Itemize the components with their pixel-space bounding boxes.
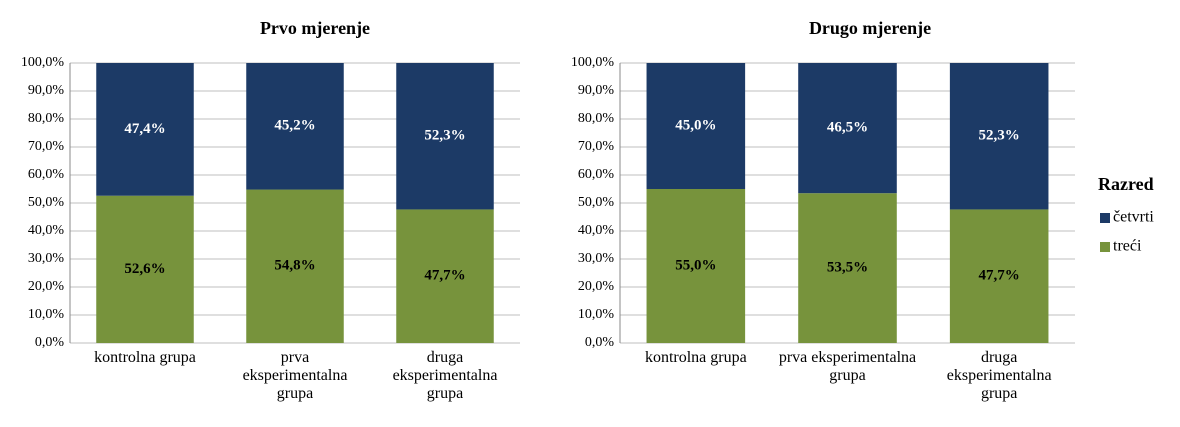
bar-segment	[949, 63, 1049, 210]
y-tick-label: 100,0%	[21, 55, 65, 70]
y-tick-label: 90,0%	[28, 83, 65, 98]
legend-label: treći	[1113, 238, 1142, 255]
data-label: 45,2%	[274, 118, 315, 134]
data-label: 46,5%	[827, 120, 868, 136]
data-label: 55,0%	[675, 257, 716, 273]
x-tick-label: kontrolna grupa	[644, 349, 747, 366]
y-tick-label: 80,0%	[578, 111, 615, 126]
data-label: 53,5%	[827, 260, 868, 276]
bar-segment	[949, 209, 1049, 343]
y-tick-label: 0,0%	[35, 335, 65, 350]
data-label: 52,6%	[124, 261, 165, 277]
y-tick-label: 30,0%	[578, 251, 615, 266]
x-tick-label: druga eksperimentalna grupa	[392, 349, 498, 402]
data-label: 47,7%	[424, 268, 465, 284]
y-tick-label: 70,0%	[578, 139, 615, 154]
x-tick-label: prva eksperimentalna grupa	[778, 349, 917, 384]
bar-segment	[798, 63, 897, 194]
x-tick-label-box: druga eksperimentalna grupa	[392, 349, 498, 402]
chart-title: Drugo mjerenje	[809, 18, 931, 38]
x-tick-label-box: prva eksperimentalna grupa	[778, 349, 917, 384]
data-label: 52,3%	[979, 128, 1020, 144]
bar-segment	[798, 193, 897, 343]
x-tick-label-box: kontrolna grupa	[644, 349, 747, 366]
y-tick-label: 40,0%	[578, 223, 615, 238]
y-tick-label: 30,0%	[28, 251, 65, 266]
x-tick-label: kontrolna grupa	[94, 349, 196, 366]
x-tick-label-box: druga eksperimentalna grupa	[946, 349, 1052, 402]
data-label: 45,0%	[675, 117, 716, 133]
bar-segment	[246, 63, 344, 190]
y-tick-label: 50,0%	[28, 195, 65, 210]
y-tick-label: 100,0%	[571, 55, 615, 70]
data-label: 52,3%	[424, 128, 465, 144]
bar-segment	[96, 195, 194, 343]
y-tick-label: 10,0%	[578, 307, 615, 322]
y-tick-label: 0,0%	[585, 335, 615, 350]
y-tick-label: 70,0%	[28, 139, 65, 154]
data-label: 47,4%	[124, 121, 165, 137]
bar-segment	[646, 189, 746, 343]
bar-segment	[96, 63, 194, 196]
y-tick-label: 40,0%	[28, 223, 65, 238]
legend-label: četvrti	[1113, 209, 1154, 226]
y-tick-label: 80,0%	[28, 111, 65, 126]
bar-segment	[646, 63, 746, 189]
y-tick-label: 20,0%	[28, 279, 65, 294]
bar-segment	[396, 63, 494, 210]
y-tick-label: 20,0%	[578, 279, 615, 294]
chart-title: Prvo mjerenje	[260, 18, 370, 38]
y-tick-label: 50,0%	[578, 195, 615, 210]
legend-swatch	[1100, 242, 1110, 252]
data-label: 47,7%	[979, 268, 1020, 284]
x-tick-label: prva eksperimentalna grupa	[242, 349, 348, 402]
legend-title: Razred	[1098, 174, 1154, 194]
bar-segment	[246, 189, 344, 343]
x-tick-label-box: prva eksperimentalna grupa	[242, 349, 348, 402]
y-tick-label: 60,0%	[28, 167, 65, 182]
x-tick-label: druga eksperimentalna grupa	[946, 349, 1052, 402]
y-tick-label: 60,0%	[578, 167, 615, 182]
legend-swatch	[1100, 213, 1110, 223]
x-tick-label-box: kontrolna grupa	[94, 349, 196, 366]
bar-segment	[396, 209, 494, 343]
y-tick-label: 10,0%	[28, 307, 65, 322]
y-tick-label: 90,0%	[578, 83, 615, 98]
data-label: 54,8%	[274, 258, 315, 274]
